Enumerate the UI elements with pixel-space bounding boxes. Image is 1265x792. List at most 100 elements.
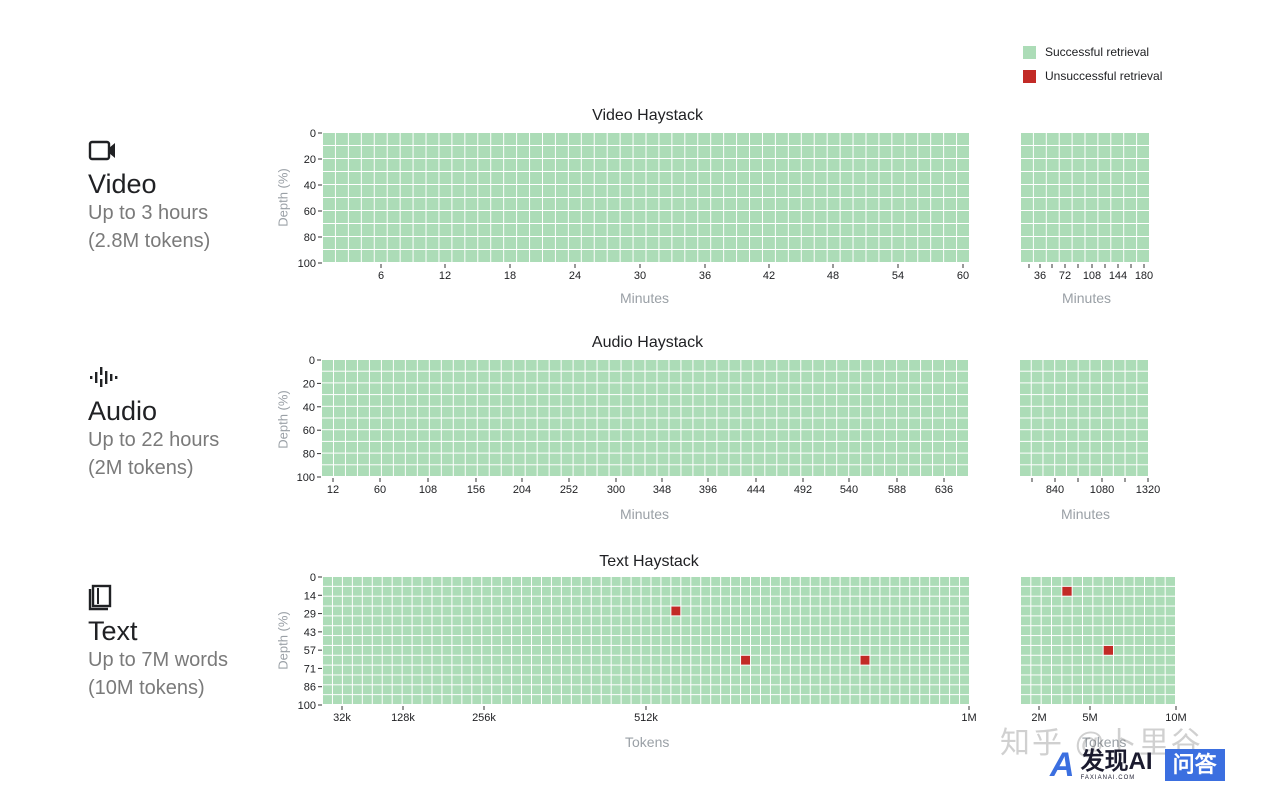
cell-successful xyxy=(753,465,765,476)
cell-successful xyxy=(429,395,441,406)
cell-successful xyxy=(1062,606,1072,616)
cell-successful xyxy=(342,636,352,645)
cell-successful xyxy=(1021,675,1031,685)
cell-successful xyxy=(1033,133,1046,145)
cell-successful xyxy=(452,250,465,262)
cell-successful xyxy=(348,133,361,145)
cell-successful xyxy=(866,224,879,236)
cell-successful xyxy=(646,198,659,210)
cell-successful xyxy=(1041,665,1051,675)
cell-successful xyxy=(374,146,387,158)
cell-successful xyxy=(472,636,482,645)
cell-successful xyxy=(724,250,737,262)
cell-successful xyxy=(780,626,790,636)
cell-successful xyxy=(502,596,512,606)
cell-successful xyxy=(611,665,621,675)
cell-successful xyxy=(492,616,502,626)
cell-successful xyxy=(780,645,790,655)
cell-successful xyxy=(1111,172,1124,184)
y-tick-label: 80 xyxy=(304,232,316,244)
cell-successful xyxy=(760,636,770,645)
cell-successful xyxy=(1041,655,1051,665)
cell-successful xyxy=(940,675,950,685)
cell-successful xyxy=(573,383,585,395)
cell-successful xyxy=(840,577,850,586)
cell-successful xyxy=(491,146,504,158)
cell-successful xyxy=(1078,465,1090,476)
cell-successful xyxy=(1103,655,1113,665)
cell-successful xyxy=(711,606,721,616)
cell-successful xyxy=(750,146,762,158)
cell-successful xyxy=(837,418,849,430)
cell-successful xyxy=(441,406,453,418)
cell-successful xyxy=(681,418,693,430)
cell-successful xyxy=(1124,211,1137,223)
cell-successful xyxy=(611,685,621,695)
cell-successful xyxy=(645,418,657,430)
cell-successful xyxy=(1103,577,1113,586)
cell-successful xyxy=(921,360,933,371)
cell-successful xyxy=(342,626,352,636)
cell-successful xyxy=(392,665,402,675)
cell-successful xyxy=(594,159,607,171)
cell-successful xyxy=(1155,586,1165,596)
cell-successful xyxy=(1124,224,1137,236)
cell-successful xyxy=(429,453,441,465)
cell-successful xyxy=(705,453,717,465)
cell-successful xyxy=(940,665,950,675)
cell-successful xyxy=(737,146,750,158)
cell-successful xyxy=(432,645,442,655)
cell-successful xyxy=(541,577,551,586)
cell-successful xyxy=(681,626,691,636)
cell-successful xyxy=(478,185,491,197)
cell-successful xyxy=(800,586,810,596)
cell-successful xyxy=(372,626,382,636)
cell-successful xyxy=(820,665,830,675)
cell-successful xyxy=(810,626,820,636)
legend-success-swatch xyxy=(1023,45,1036,59)
cell-successful xyxy=(594,172,607,184)
cell-successful xyxy=(452,198,465,210)
cell-successful xyxy=(641,675,651,685)
cell-successful xyxy=(542,198,555,210)
cell-successful xyxy=(492,645,502,655)
cell-successful xyxy=(1052,577,1062,586)
cell-successful xyxy=(810,685,820,695)
cell-successful xyxy=(611,655,621,665)
cell-successful xyxy=(502,626,512,636)
cell-successful xyxy=(621,430,633,441)
cell-successful xyxy=(489,383,501,395)
cell-successful xyxy=(342,655,352,665)
cell-successful xyxy=(820,626,830,636)
cell-successful xyxy=(661,626,671,636)
cell-successful xyxy=(1052,616,1062,626)
cell-successful xyxy=(861,406,873,418)
cell-successful xyxy=(921,371,933,383)
cell-successful xyxy=(657,360,669,371)
cell-successful xyxy=(374,211,387,223)
cell-successful xyxy=(332,596,342,606)
cell-successful xyxy=(930,616,940,626)
cell-successful xyxy=(332,655,342,665)
cell-successful xyxy=(1155,665,1165,675)
cell-successful xyxy=(478,159,491,171)
cell-successful xyxy=(462,616,472,626)
cell-successful xyxy=(412,665,422,675)
cell-successful xyxy=(381,441,393,453)
cell-successful xyxy=(342,577,352,586)
cell-successful xyxy=(335,237,348,249)
cell-successful xyxy=(671,626,681,636)
legend-fail-label: Unsuccessful retrieval xyxy=(1045,69,1163,83)
cell-successful xyxy=(345,453,357,465)
cell-successful xyxy=(717,383,729,395)
cell-successful xyxy=(369,418,381,430)
cell-successful xyxy=(657,395,669,406)
cell-successful xyxy=(671,645,681,655)
cell-successful xyxy=(651,596,661,606)
cell-successful xyxy=(944,198,957,210)
cell-successful xyxy=(429,360,441,371)
cell-successful xyxy=(472,577,482,586)
cell-successful xyxy=(1066,430,1078,441)
cell-successful xyxy=(323,146,335,158)
cell-successful xyxy=(1093,675,1103,685)
